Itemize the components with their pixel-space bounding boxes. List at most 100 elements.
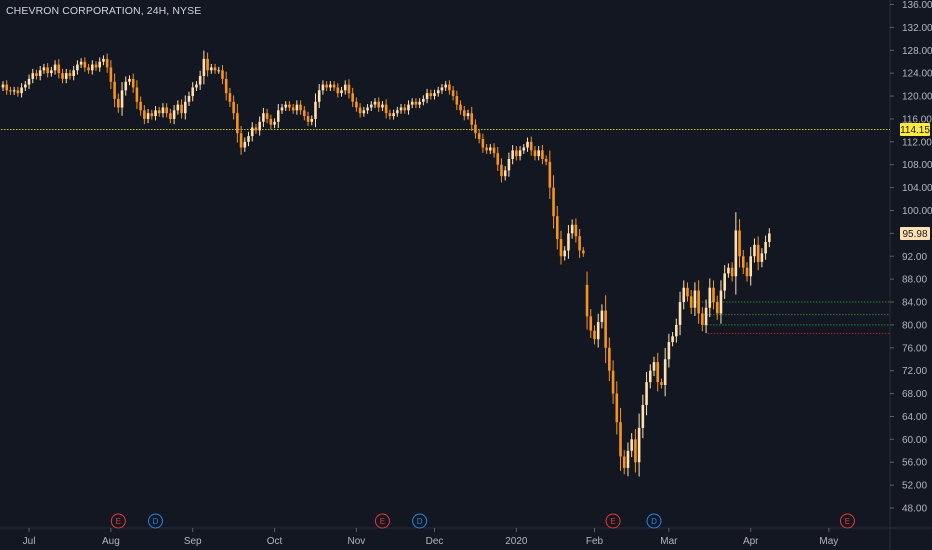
candle [369,101,373,111]
candle [35,69,38,80]
candle [198,70,202,90]
svg-text:D: D [651,517,657,526]
x-tick-label: Feb [586,536,604,547]
candle [299,100,302,115]
candle [24,81,27,91]
candle [645,371,648,416]
candle [1,81,5,91]
chart-title: CHEVRON CORPORATION, 24H, NYSE [6,5,202,17]
earnings-marker[interactable]: E [374,513,390,529]
candle [355,97,358,112]
candle [596,313,600,348]
candle [563,246,567,261]
x-tick-label: Jul [23,536,36,547]
candle [90,60,94,75]
candle [366,103,369,114]
y-tick-label: 48.00 [902,504,927,515]
dividend-marker[interactable]: D [412,513,428,529]
candle [169,108,172,124]
dividend-marker[interactable]: D [646,513,662,529]
candle [552,175,555,229]
candle [392,109,395,120]
dividend-marker[interactable]: D [148,513,164,529]
candle [407,100,410,115]
candle [258,116,261,136]
candle [440,83,444,94]
candle [247,131,250,147]
candle [50,66,53,77]
candle [284,101,288,111]
candle [686,282,689,302]
svg-text:E: E [380,517,385,526]
candle [276,104,280,129]
y-tick-label: 104.00 [902,183,932,194]
y-tick-label: 84.00 [902,298,927,309]
candle [526,137,529,152]
candle [466,109,470,120]
earnings-marker[interactable]: E [839,513,855,529]
y-tick-label: 136.00 [902,0,932,11]
candle [570,219,574,239]
x-tick-label: 2020 [505,536,528,547]
candle [351,87,354,108]
candle [537,146,540,161]
candle [470,106,474,131]
candle [232,95,235,120]
x-tick-label: Nov [348,536,366,547]
candle [303,106,306,121]
candle [221,65,224,85]
earnings-marker[interactable]: E [110,513,126,529]
candle [288,101,291,111]
candle [139,96,142,116]
candle [183,95,187,120]
candle [738,219,741,268]
candle [444,81,447,91]
candle [191,82,195,102]
candle [64,68,68,84]
candle [704,299,708,334]
candle [660,378,663,389]
candle [381,101,384,111]
candle [105,53,109,73]
y-tick-label: 108.00 [902,160,932,171]
candle [768,228,771,248]
candle [228,87,232,108]
candle [462,106,466,121]
candle [76,60,79,75]
candle [180,99,183,119]
candle [347,79,351,99]
candle [195,81,198,91]
candle [515,146,518,161]
candle [712,280,715,310]
candle [727,263,730,278]
candle [593,325,596,345]
candle [418,98,421,109]
candle [358,103,362,118]
x-tick-label: Mar [660,536,678,547]
candle [254,124,258,134]
y-tick-label: 72.00 [902,366,927,377]
x-tick-label: Oct [267,536,283,547]
candle [213,63,217,74]
candle [436,86,440,97]
candle [555,205,559,250]
svg-text:114.15: 114.15 [900,125,930,136]
x-tick-label: Sep [184,536,202,547]
y-tick-label: 52.00 [902,481,927,492]
earnings-marker[interactable]: E [605,513,621,529]
candle [760,248,764,268]
candle [429,89,433,100]
candle [619,407,622,471]
candle [589,309,593,338]
candle [675,318,678,343]
candle [600,304,604,329]
candle [79,58,83,69]
candle [157,106,161,117]
candle [83,57,87,72]
candle [492,143,496,158]
candle [630,433,633,458]
x-tick-label: Dec [426,536,444,547]
candle [384,99,388,119]
